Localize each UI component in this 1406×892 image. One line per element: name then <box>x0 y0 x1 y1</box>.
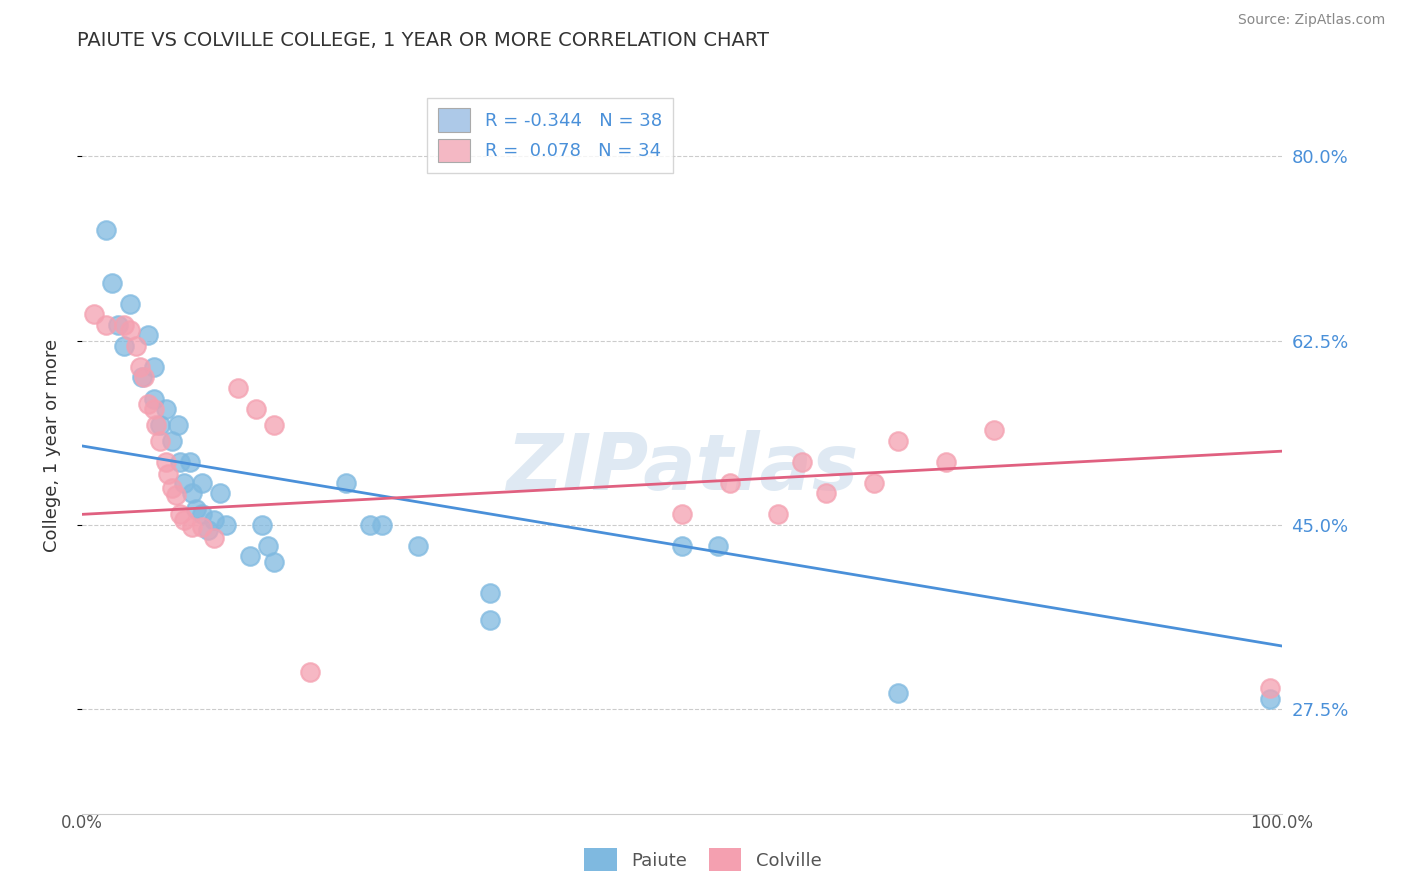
Point <box>107 318 129 332</box>
Point <box>191 475 214 490</box>
Point <box>298 665 321 680</box>
Point <box>1258 681 1281 695</box>
Point <box>169 455 191 469</box>
Point <box>155 455 177 469</box>
Point <box>184 502 207 516</box>
Point <box>887 686 910 700</box>
Point <box>157 467 180 482</box>
Point <box>245 402 267 417</box>
Point <box>862 475 884 490</box>
Point <box>263 417 285 432</box>
Point <box>257 539 280 553</box>
Point <box>125 339 148 353</box>
Point <box>131 370 153 384</box>
Legend: Paiute, Colville: Paiute, Colville <box>578 841 828 879</box>
Text: ZIPatlas: ZIPatlas <box>506 430 858 506</box>
Point <box>142 392 165 406</box>
Point <box>128 359 150 374</box>
Point <box>165 488 187 502</box>
Point <box>118 297 141 311</box>
Point <box>145 417 167 432</box>
Point <box>112 339 135 353</box>
Text: Source: ZipAtlas.com: Source: ZipAtlas.com <box>1237 13 1385 28</box>
Point <box>335 475 357 490</box>
Point <box>250 517 273 532</box>
Point <box>191 520 214 534</box>
Point <box>371 517 394 532</box>
Point <box>814 486 837 500</box>
Point <box>263 555 285 569</box>
Point <box>142 402 165 417</box>
Y-axis label: College, 1 year or more: College, 1 year or more <box>44 339 60 552</box>
Point <box>136 397 159 411</box>
Point <box>718 475 741 490</box>
Point <box>191 508 214 522</box>
Point <box>1258 691 1281 706</box>
Point <box>160 434 183 448</box>
Point <box>149 417 172 432</box>
Point <box>136 328 159 343</box>
Point <box>887 434 910 448</box>
Point <box>169 508 191 522</box>
Point <box>983 423 1005 437</box>
Point <box>790 455 813 469</box>
Point <box>202 531 225 545</box>
Point <box>101 276 124 290</box>
Point <box>167 417 190 432</box>
Point <box>173 513 195 527</box>
Point <box>359 517 381 532</box>
Point <box>134 370 156 384</box>
Point <box>202 513 225 527</box>
Point <box>215 517 238 532</box>
Point <box>766 508 789 522</box>
Point <box>671 539 693 553</box>
Point <box>142 359 165 374</box>
Point <box>181 520 204 534</box>
Point <box>208 486 231 500</box>
Point <box>94 318 117 332</box>
Point <box>478 586 501 600</box>
Point <box>149 434 172 448</box>
Point <box>181 486 204 500</box>
Text: PAIUTE VS COLVILLE COLLEGE, 1 YEAR OR MORE CORRELATION CHART: PAIUTE VS COLVILLE COLLEGE, 1 YEAR OR MO… <box>77 31 769 50</box>
Point <box>94 223 117 237</box>
Text: 0.0%: 0.0% <box>60 814 103 832</box>
Text: 100.0%: 100.0% <box>1250 814 1313 832</box>
Point <box>155 402 177 417</box>
Point <box>935 455 957 469</box>
Point <box>160 481 183 495</box>
Point <box>226 381 249 395</box>
Point <box>707 539 730 553</box>
Point <box>197 523 219 537</box>
Point <box>406 539 429 553</box>
Point <box>671 508 693 522</box>
Point <box>118 323 141 337</box>
Point <box>83 307 105 321</box>
Point <box>179 455 201 469</box>
Point <box>112 318 135 332</box>
Point <box>478 613 501 627</box>
Legend: R = -0.344   N = 38, R =  0.078   N = 34: R = -0.344 N = 38, R = 0.078 N = 34 <box>427 97 672 173</box>
Point <box>173 475 195 490</box>
Point <box>239 549 262 564</box>
